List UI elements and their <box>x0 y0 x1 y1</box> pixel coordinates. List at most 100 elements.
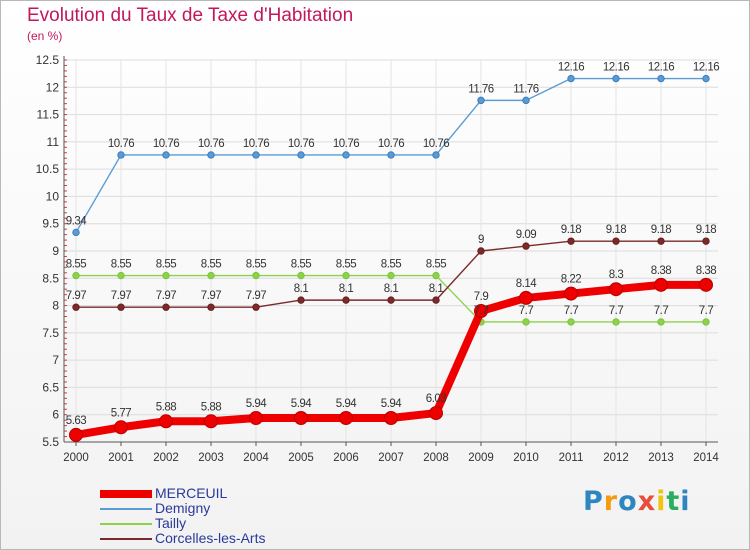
data-label-corcelles-les-arts: 7.97 <box>246 290 266 302</box>
data-label-merceuil: 8.3 <box>609 269 624 281</box>
y-tick-label: 6.5 <box>42 380 59 394</box>
data-point-merceuil <box>114 420 128 435</box>
data-point-tailly <box>117 271 125 280</box>
axes: 5.5 6 6.5 7 7.5 8 8.5 9 9.5 10 10.5 11 11.5 12 12.5 200… <box>36 53 720 464</box>
legend-label: Demigny <box>155 500 211 516</box>
data-label-tailly: 8.55 <box>201 259 221 271</box>
data-point-merceuil <box>294 410 308 425</box>
data-label-merceuil: 5.94 <box>336 398 357 410</box>
data-label-corcelles-les-arts: 7.97 <box>66 290 86 302</box>
data-label-tailly: 7.7 <box>474 305 489 317</box>
y-tick-label: 5.5 <box>42 435 59 449</box>
data-label-corcelles-les-arts: 7.97 <box>201 290 221 302</box>
data-label-demigny: 10.76 <box>333 138 359 150</box>
data-label-demigny: 10.76 <box>198 138 224 150</box>
data-label-corcelles-les-arts: 7.97 <box>156 290 176 302</box>
unit-label: (en %) <box>27 29 63 43</box>
data-label-corcelles-les-arts: 8.1 <box>384 283 399 295</box>
x-tick-label: 2005 <box>288 452 314 464</box>
legend-label: Corcelles-les-Arts <box>155 530 266 546</box>
data-point-tailly <box>162 271 170 280</box>
data-label-corcelles-les-arts: 9.18 <box>651 224 671 236</box>
data-point-demigny <box>477 96 485 105</box>
data-point-demigny <box>702 74 710 83</box>
data-point-demigny <box>432 151 440 159</box>
data-point-corcelles-les-arts <box>252 303 260 311</box>
data-point-corcelles-les-arts <box>117 303 125 311</box>
data-label-tailly: 8.55 <box>246 259 266 271</box>
data-label-merceuil: 8.38 <box>651 265 671 277</box>
data-label-demigny: 10.76 <box>378 138 404 150</box>
data-label-corcelles-les-arts: 9.18 <box>561 224 581 236</box>
logo-letter: i <box>656 486 667 517</box>
data-point-demigny <box>612 74 620 83</box>
data-point-merceuil <box>159 414 173 429</box>
y-tick-label: 7 <box>52 353 59 367</box>
y-tick-label: 8 <box>52 299 59 313</box>
data-labels: 5.63 5.77 5.88 5.88 5.94 5.94 5.94 5.94 6.03 7.9 8… <box>66 62 720 427</box>
y-tick-label: 12 <box>46 80 60 94</box>
legend: MERCEUIL Demigny Tailly Corcelles-les-Arts <box>100 485 360 546</box>
data-label-tailly: 8.55 <box>291 259 311 271</box>
data-label-tailly: 7.7 <box>564 305 579 317</box>
data-point-corcelles-les-arts <box>72 303 80 311</box>
x-tick-label: 2002 <box>153 452 179 464</box>
data-label-merceuil: 5.94 <box>291 398 312 410</box>
data-label-demigny: 10.76 <box>423 138 449 150</box>
data-point-corcelles-les-arts <box>342 296 350 304</box>
data-point-corcelles-les-arts <box>207 303 215 311</box>
x-tick-label: 2001 <box>108 452 134 464</box>
x-tick-label: 2006 <box>333 452 359 464</box>
y-tick-label: 9 <box>52 244 59 258</box>
data-point-tailly <box>657 318 665 326</box>
y-tick-label: 7.5 <box>42 326 59 340</box>
legend-swatch <box>100 508 152 510</box>
data-point-demigny <box>522 96 530 105</box>
proxiti-logo: Proxiti <box>583 486 691 517</box>
legend-item-merceuil: MERCEUIL <box>100 485 360 501</box>
data-label-tailly: 8.55 <box>156 259 176 271</box>
series-lines <box>69 74 713 442</box>
data-label-tailly: 8.55 <box>336 259 356 271</box>
legend-item-tailly: Tailly <box>100 515 360 531</box>
grid <box>64 59 718 443</box>
data-label-demigny: 12.16 <box>558 62 584 74</box>
data-label-merceuil: 5.77 <box>111 407 131 419</box>
data-point-corcelles-les-arts <box>567 237 575 245</box>
data-label-demigny: 11.76 <box>513 83 539 95</box>
data-point-merceuil <box>699 277 713 292</box>
data-point-demigny <box>297 151 305 159</box>
data-point-merceuil <box>474 304 488 319</box>
data-label-merceuil: 5.94 <box>246 398 267 410</box>
data-label-merceuil: 5.88 <box>201 401 221 413</box>
data-label-corcelles-les-arts: 9 <box>478 234 484 246</box>
data-point-tailly <box>207 271 215 280</box>
x-tick-label: 2003 <box>198 452 224 464</box>
data-point-tailly <box>342 271 350 280</box>
data-label-merceuil: 7.9 <box>474 291 489 303</box>
logo-letter: t <box>666 486 681 517</box>
data-point-merceuil <box>249 410 263 425</box>
data-point-merceuil <box>429 406 443 421</box>
data-label-corcelles-les-arts: 8.1 <box>294 283 309 295</box>
y-tick-label: 10 <box>46 189 60 203</box>
data-point-merceuil <box>519 290 533 305</box>
data-point-demigny <box>207 151 215 159</box>
data-label-corcelles-les-arts: 8.1 <box>339 283 354 295</box>
data-point-tailly <box>612 318 620 326</box>
x-tick-label: 2011 <box>559 452 584 464</box>
data-point-demigny <box>252 151 260 159</box>
data-point-demigny <box>567 74 575 83</box>
data-label-merceuil: 5.94 <box>381 398 402 410</box>
data-label-tailly: 7.7 <box>519 305 534 317</box>
data-point-corcelles-les-arts <box>612 237 620 245</box>
data-point-corcelles-les-arts <box>477 247 485 255</box>
y-tick-label: 8.5 <box>42 271 59 285</box>
data-label-corcelles-les-arts: 9.18 <box>606 224 626 236</box>
legend-swatch <box>100 490 152 498</box>
x-tick-label: 2009 <box>468 452 494 464</box>
legend-item-corcelles-les-arts: Corcelles-les-Arts <box>100 530 360 546</box>
logo-letter: r <box>603 486 619 517</box>
data-label-tailly: 8.55 <box>426 259 446 271</box>
data-point-merceuil <box>339 410 353 425</box>
